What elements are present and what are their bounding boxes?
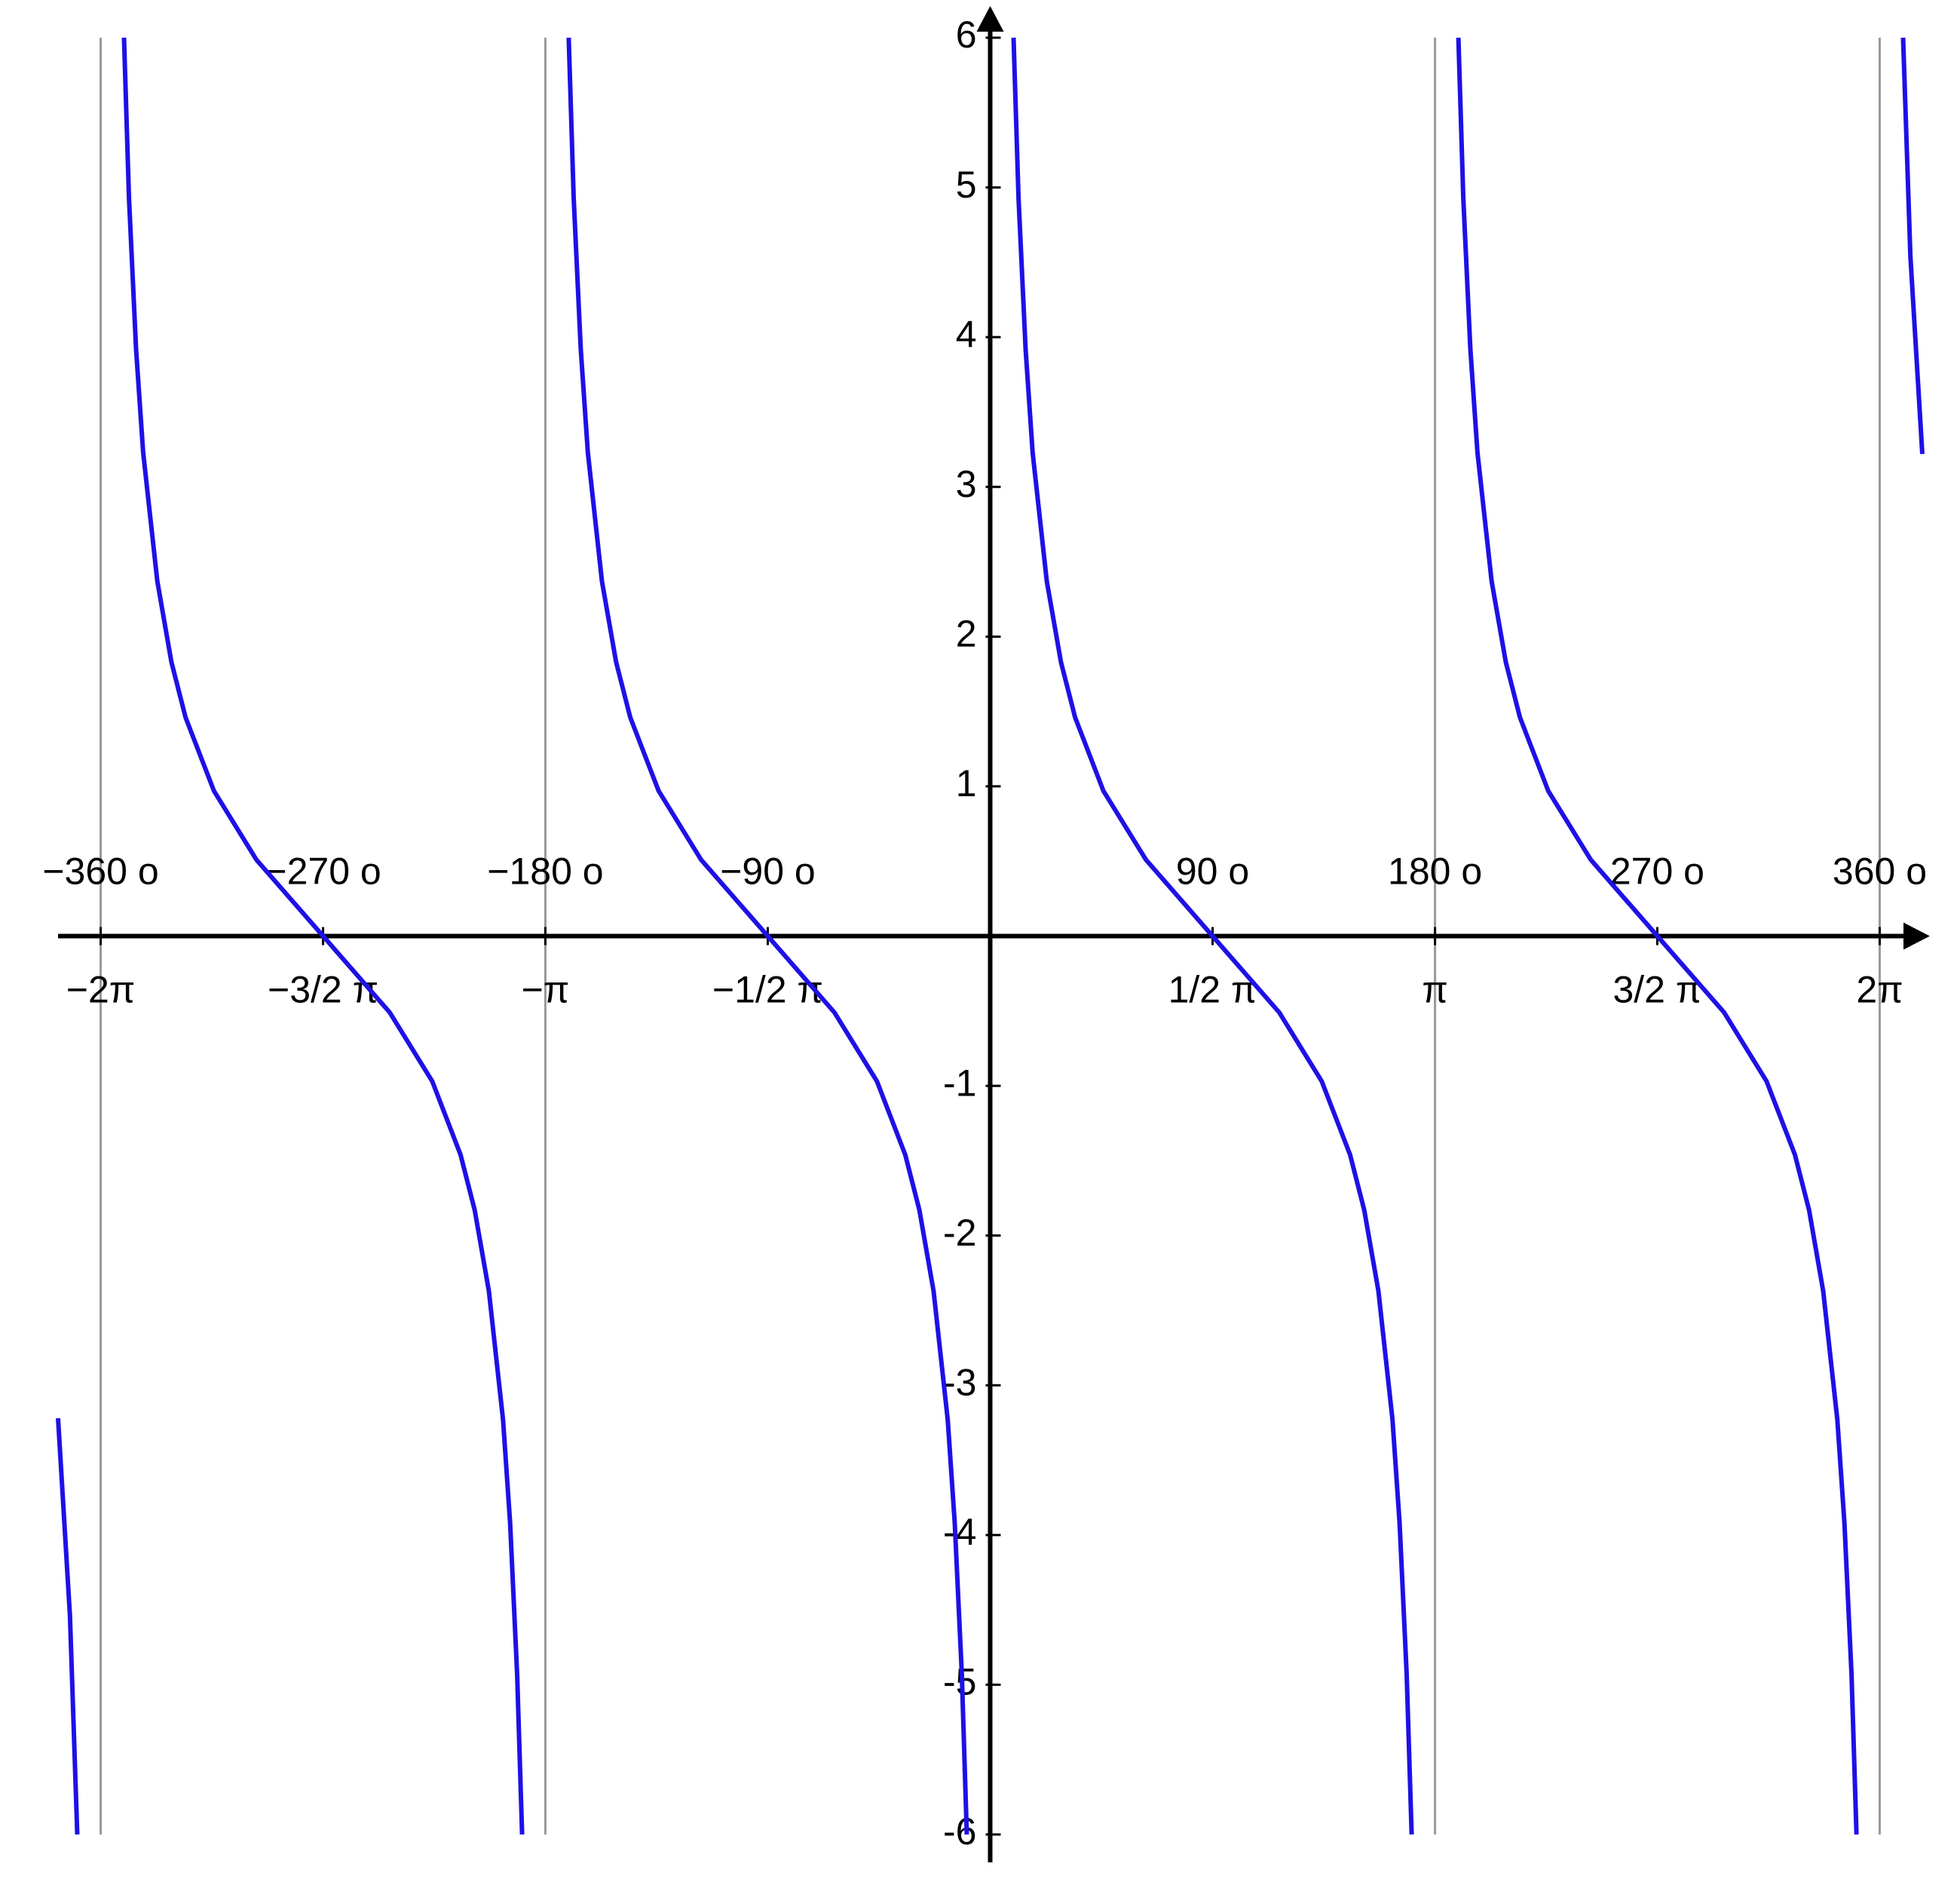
y-tick-label: -4 — [943, 1511, 976, 1553]
x-degree-label: −270 o — [265, 851, 381, 893]
y-tick-label: -6 — [943, 1810, 976, 1853]
y-tick-label: -2 — [943, 1212, 976, 1254]
x-degree-label: −90 o — [720, 851, 816, 893]
x-degree-label: −360 o — [42, 851, 158, 893]
x-tick-label: 3/2 π — [1612, 969, 1701, 1011]
y-tick-label: 3 — [956, 463, 977, 505]
y-tick-label: 4 — [956, 313, 977, 355]
y-tick-label: -1 — [943, 1062, 976, 1104]
x-degree-label: 360 o — [1833, 851, 1927, 893]
x-tick-label: −2π — [66, 969, 136, 1011]
y-tick-label: 2 — [956, 613, 977, 655]
x-tick-label: 1/2 π — [1168, 969, 1257, 1011]
y-axis-arrow — [976, 6, 1004, 32]
y-tick-label: 1 — [956, 762, 977, 805]
y-tick-label: 6 — [956, 14, 977, 56]
x-tick-label: −3/2 π — [268, 969, 378, 1011]
x-degree-label: 180 o — [1388, 851, 1482, 893]
curve — [56, 37, 1925, 1835]
x-tick-label: π — [1422, 969, 1448, 1011]
y-tick-label: 5 — [956, 164, 977, 206]
x-tick-label: 2π — [1856, 969, 1903, 1011]
x-degree-label: 90 o — [1176, 851, 1249, 893]
y-tick-label: -3 — [943, 1361, 976, 1403]
x-tick-label: −π — [522, 969, 570, 1011]
x-tick-label: −1/2 π — [712, 969, 823, 1011]
x-degree-label: 270 o — [1610, 851, 1704, 893]
x-axis-arrow — [1903, 922, 1930, 950]
x-degree-label: −180 o — [487, 851, 603, 893]
